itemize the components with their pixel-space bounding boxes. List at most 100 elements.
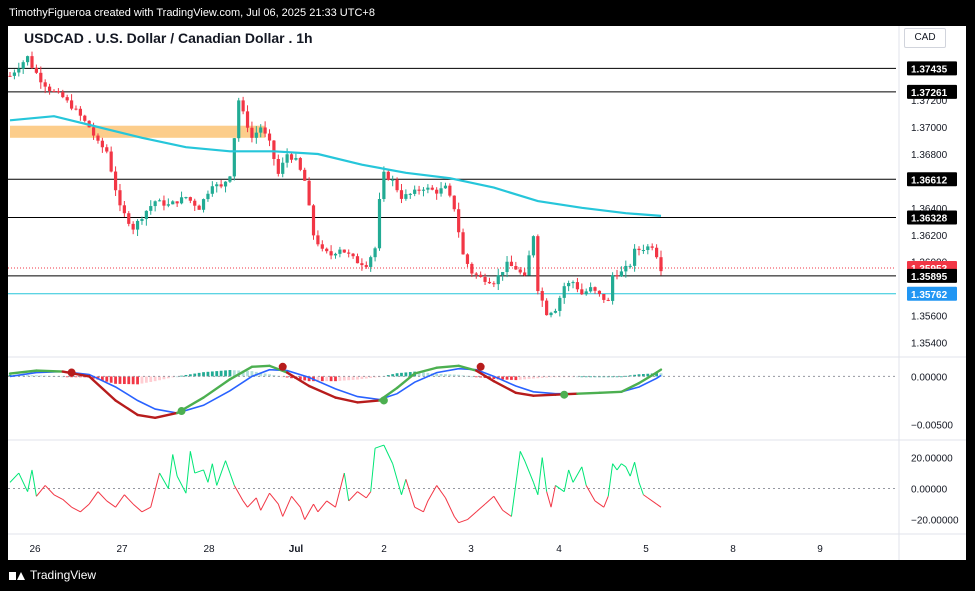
candle-body [232, 138, 236, 177]
candle-body [523, 272, 527, 276]
osc-line-segment [458, 519, 468, 524]
macd-line-segment [356, 399, 381, 404]
candle-body [457, 209, 461, 233]
currency-selector[interactable]: CAD [904, 28, 946, 48]
macd-bar [452, 374, 456, 377]
candle-body [606, 299, 610, 301]
candle-body [259, 127, 263, 133]
osc-line-segment [532, 482, 539, 495]
osc-line-segment [53, 494, 64, 500]
macd-bar [171, 376, 175, 378]
candle-body [443, 185, 448, 189]
osc-line-segment [260, 492, 270, 511]
macd-bar [39, 375, 43, 377]
candle-body [452, 195, 456, 210]
candle-body [140, 219, 144, 221]
price-level-label: 1.35762 [911, 290, 948, 301]
time-tick-label: 2 [381, 544, 387, 555]
osc-line-segment [277, 503, 284, 517]
macd-bar [523, 376, 527, 380]
candle-body [43, 82, 47, 87]
candle-body [404, 194, 408, 199]
macd-bar [26, 375, 29, 377]
osc-line-segment [269, 492, 279, 505]
osc-line-segment [594, 500, 605, 508]
macd-bar [444, 374, 447, 377]
osc-line-segment [97, 491, 108, 502]
price-level-label: 1.35895 [911, 272, 948, 283]
candle-body [558, 297, 562, 311]
osc-line-segment [550, 485, 556, 508]
macd-bar [105, 376, 109, 382]
macd-bar [140, 376, 144, 384]
candle-body [505, 261, 509, 273]
candle-body [545, 300, 549, 316]
chart-frame[interactable]: 1.372001.370001.368001.364001.362001.360… [8, 26, 966, 560]
osc-line-segment [159, 472, 169, 489]
candle-body [580, 289, 584, 295]
chart-canvas[interactable]: 1.372001.370001.368001.364001.362001.360… [8, 26, 966, 560]
candle-body [611, 275, 615, 301]
osc-line-segment [546, 491, 552, 508]
macd-bar [386, 375, 390, 377]
osc-line-segment [27, 469, 33, 492]
candle-body [342, 249, 346, 253]
candle-body [509, 261, 514, 267]
macd-bar [92, 376, 95, 379]
macd-bar [439, 373, 443, 377]
osc-line-segment [313, 503, 319, 513]
macd-bar [527, 376, 531, 379]
osc-line-segment [185, 451, 191, 494]
candle-body [210, 186, 214, 194]
macd-bar [646, 373, 650, 377]
macd-bar [347, 376, 351, 381]
candle-body [650, 246, 654, 248]
osc-line-segment [282, 496, 292, 517]
osc-line-segment [18, 472, 29, 492]
candle-body [333, 253, 338, 256]
macd-bar [400, 372, 403, 377]
candle-body [215, 184, 219, 187]
osc-line-segment [216, 460, 227, 486]
candle-body [637, 248, 641, 251]
macd-bar [232, 370, 236, 377]
macd-line-segment [435, 364, 460, 369]
candle-body [435, 189, 439, 194]
macd-tick-label: 0.00000 [911, 372, 948, 383]
candle-body [391, 179, 395, 181]
macd-bar [593, 376, 597, 378]
macd-bar [620, 376, 623, 378]
osc-line-segment [31, 469, 37, 497]
macd-line-segment [457, 364, 478, 372]
macd-bar [501, 376, 505, 380]
candle-body [479, 274, 483, 278]
price-level-badge [907, 61, 957, 76]
tradingview-logo[interactable]: TradingView [9, 560, 96, 591]
candle-body [659, 257, 663, 272]
osc-line-segment [304, 503, 314, 520]
candle-body [47, 86, 52, 91]
candle-body [91, 127, 96, 136]
osc-line-segment [581, 466, 587, 486]
osc-line-segment [621, 463, 627, 468]
macd-bar [329, 376, 333, 382]
candle-body [12, 72, 16, 76]
candle-body [338, 249, 342, 254]
candle-body [188, 197, 192, 201]
macd-line-segment [202, 378, 232, 399]
candle-body [646, 246, 650, 251]
osc-line-segment [629, 462, 636, 477]
candle-body [589, 287, 593, 292]
candle-body [17, 68, 21, 73]
candle-body [382, 171, 386, 200]
macd-bar [268, 374, 271, 377]
osc-line-segment [383, 444, 394, 464]
osc-line-segment [62, 499, 72, 508]
osc-line-segment [445, 497, 455, 517]
candle-body [628, 265, 632, 267]
osc-line-segment [519, 451, 526, 461]
candle-body [377, 199, 382, 249]
candle-body [355, 256, 360, 264]
candle-body [267, 133, 272, 141]
macd-bar [263, 373, 267, 377]
